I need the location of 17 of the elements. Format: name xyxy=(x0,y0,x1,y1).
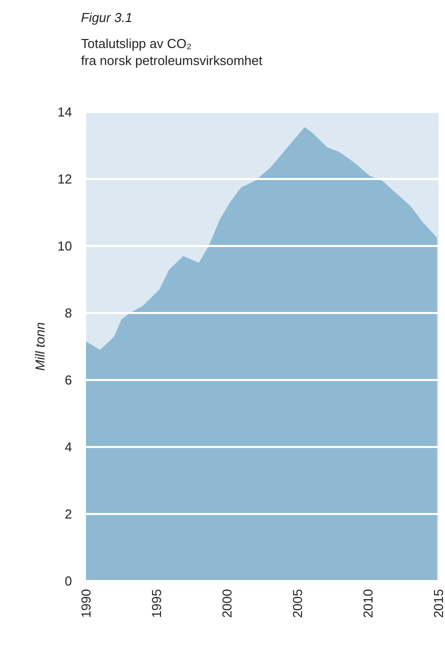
x-tick-label: 2000 xyxy=(220,589,234,618)
y-tick-label: 10 xyxy=(58,238,72,254)
x-tick-label: 2015 xyxy=(431,589,445,618)
y-tick-label: 4 xyxy=(64,440,72,454)
y-tick-label: 2 xyxy=(64,506,72,522)
x-tick-label: 1995 xyxy=(149,589,164,618)
y-tick-label: 6 xyxy=(64,372,72,388)
y-axis-title: Mill tonn xyxy=(32,322,48,371)
x-tick-label: 2010 xyxy=(360,589,376,618)
x-tick-label: 2005 xyxy=(290,589,305,618)
y-tick-label: 12 xyxy=(58,172,72,186)
y-tick-label: 0 xyxy=(64,574,72,588)
y-tick-label: 14 xyxy=(58,104,72,120)
chart-title: Figur 3.1 xyxy=(81,10,132,25)
y-tick-label: 8 xyxy=(64,306,72,320)
chart-subtitle: Totalutslipp av CO₂ fra norsk petroleumsvirksomhet xyxy=(81,36,263,68)
x-tick-label: 1990 xyxy=(78,589,94,618)
